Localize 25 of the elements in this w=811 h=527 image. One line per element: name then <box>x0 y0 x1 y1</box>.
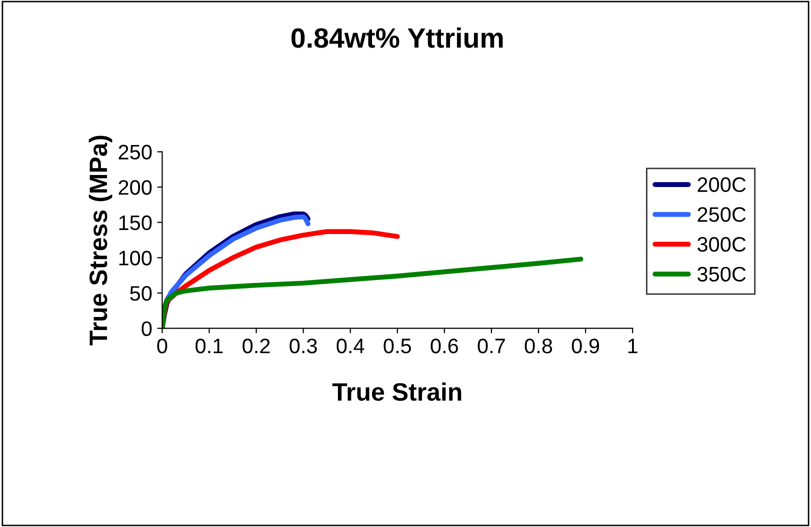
y-axis-title: True Stress (MPa) <box>88 136 112 346</box>
x-tick-label: 0.2 <box>242 338 270 354</box>
y-tick-label: 250 <box>118 144 152 160</box>
x-tick-label: 0.6 <box>430 338 458 354</box>
x-axis-title: True Strain <box>332 382 462 401</box>
line-series <box>162 256 584 328</box>
legend-label: 350C <box>697 266 746 282</box>
x-tick-label: 0.9 <box>572 338 600 354</box>
y-tick-label: 0 <box>142 321 152 336</box>
x-tick-label: 0.3 <box>290 338 317 354</box>
y-tick-label: 200 <box>118 180 152 195</box>
x-tick-label: 1 <box>628 338 638 354</box>
x-tick-label: 0.7 <box>478 338 505 354</box>
x-tick-label: 0 <box>157 338 168 354</box>
y-tick-label: 150 <box>119 215 152 230</box>
chart-title: 0.84wt% Yttrium <box>291 27 503 48</box>
x-tick-label: 0.8 <box>524 338 552 354</box>
x-tick-label: 0.1 <box>196 338 223 354</box>
y-tick-label: 50 <box>130 286 152 301</box>
legend-label: 200C <box>698 177 746 192</box>
x-tick-label: 0.5 <box>384 338 411 354</box>
legend-label: 300C <box>697 236 746 252</box>
y-tick-label: 100 <box>119 250 152 266</box>
x-tick-label: 0.4 <box>336 338 364 354</box>
legend-label: 250C <box>698 207 746 222</box>
